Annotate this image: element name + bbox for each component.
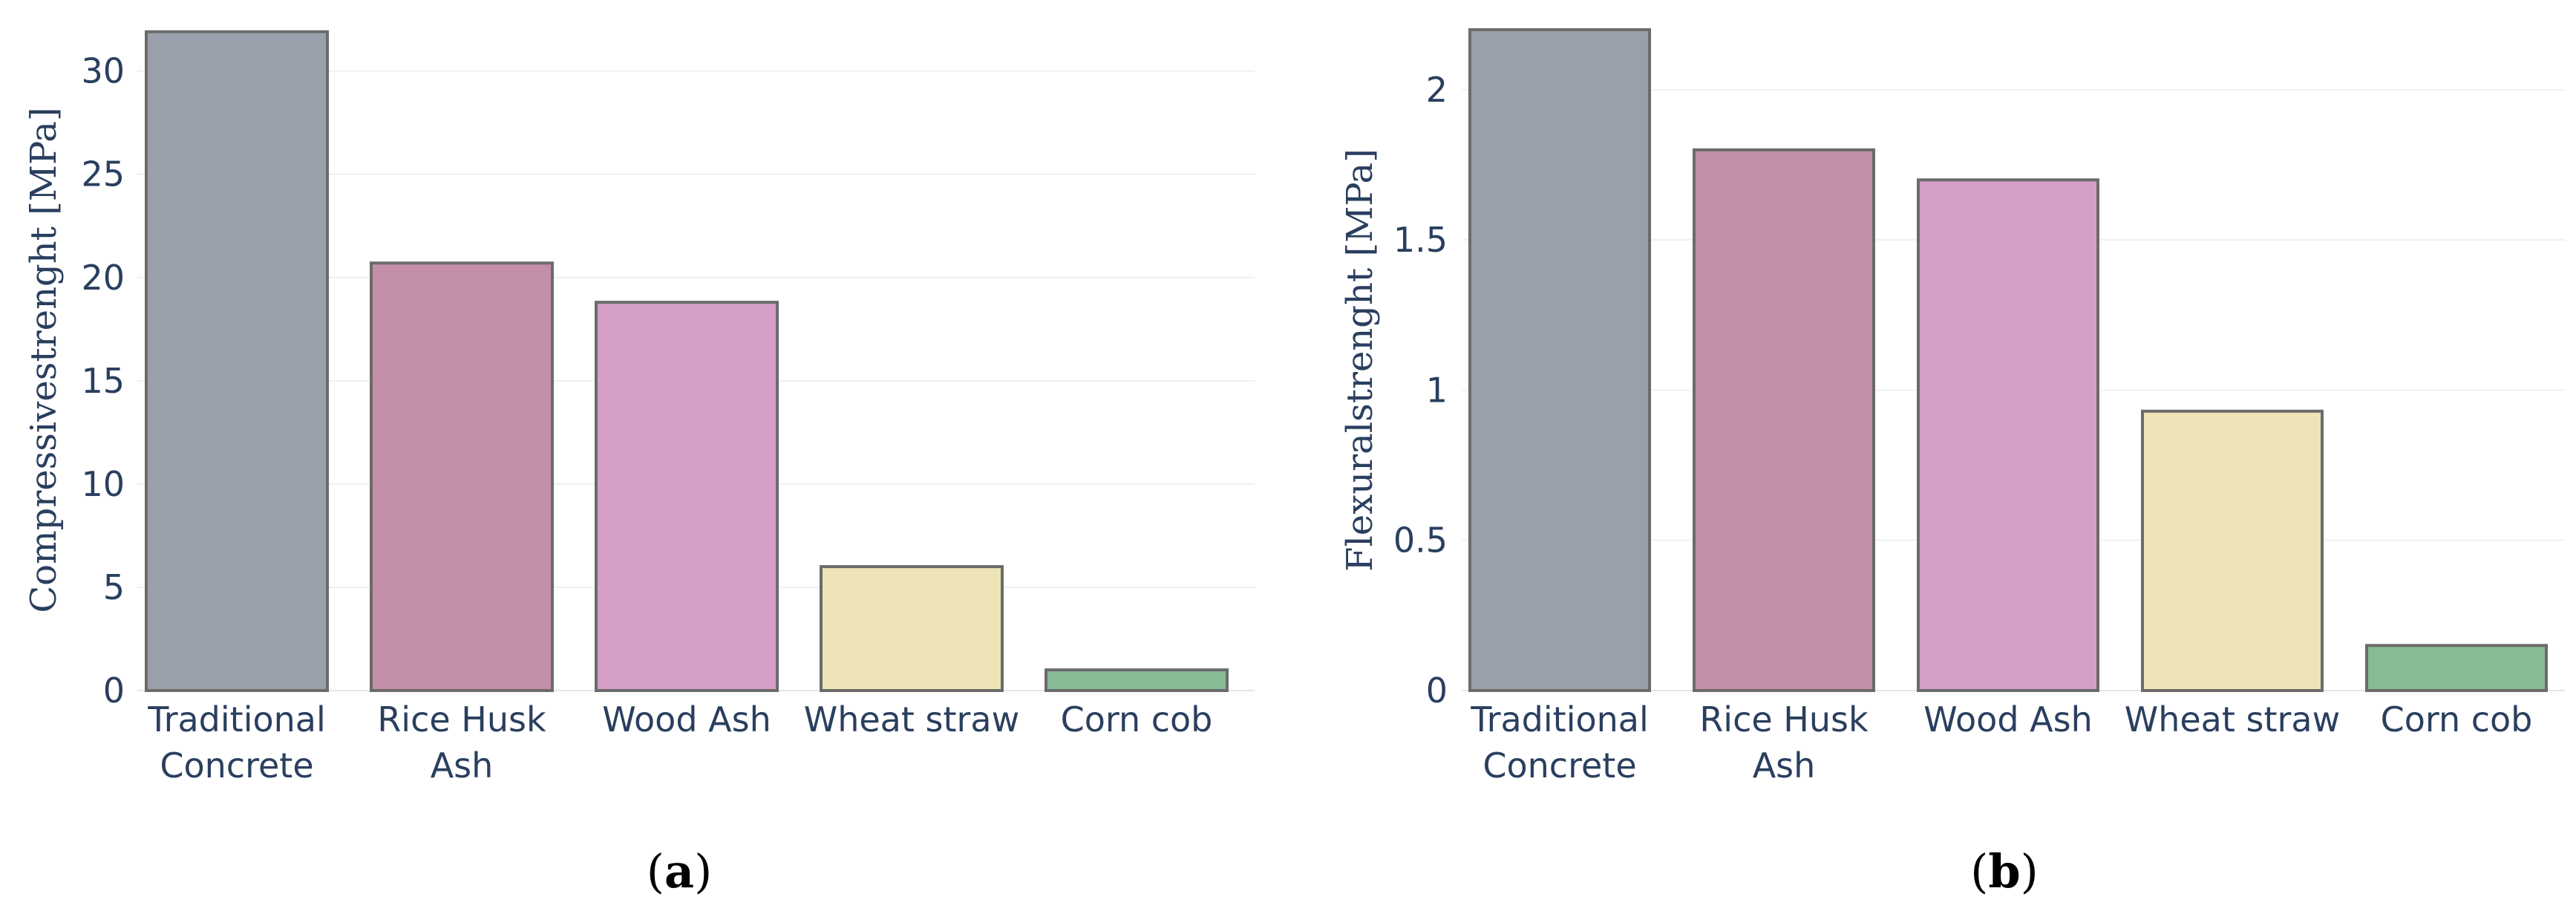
bar <box>820 565 1004 692</box>
y-axis-title: Flexuralstrenght [MPa] <box>1339 149 1381 572</box>
bar <box>1045 668 1229 692</box>
panel-a-chart: 0 5 10 15 20 25 30 Traditional Concrete Rice Husk… <box>23 30 1255 898</box>
panel-b-chart: 0 0.5 1 1.5 2 Traditional Concrete Rice Husk Ash… <box>1339 28 2565 898</box>
x-tick-label: Rice Husk Ash <box>1699 699 1869 786</box>
x-tick-label: Wood Ash <box>602 699 771 740</box>
x-tick-label: Traditional Concrete <box>147 699 326 786</box>
bar <box>1468 28 1651 692</box>
bar <box>370 261 554 692</box>
bar <box>145 30 329 692</box>
y-tick-label: 0.5 <box>1393 520 1448 561</box>
x-tick-label: Corn cob <box>2381 699 2533 740</box>
y-tick-label: 10 <box>81 464 125 504</box>
bar <box>2141 409 2324 692</box>
y-tick-label: 15 <box>81 361 125 401</box>
y-tick-label: 25 <box>81 154 125 195</box>
y-tick-label: 1.5 <box>1393 220 1448 260</box>
bar <box>1693 148 1875 692</box>
x-tick-label: Corn cob <box>1061 699 1213 740</box>
y-tick-label: 0 <box>103 670 125 711</box>
y-tick-label: 1 <box>1426 370 1448 410</box>
x-tick-label: Wood Ash <box>1923 699 2092 740</box>
y-tick-label: 2 <box>1426 70 1448 110</box>
panel-caption: (a) <box>647 844 713 898</box>
x-tick-label: Wheat straw <box>804 699 1020 740</box>
panel-caption: (b) <box>1970 844 2039 898</box>
x-tick-label: Rice Husk Ash <box>377 699 546 786</box>
y-axis-title: Compressivestrenght [MPa] <box>23 107 65 613</box>
y-tick-label: 5 <box>103 567 125 607</box>
y-tick-label: 20 <box>81 258 125 298</box>
y-tick-label: 0 <box>1426 670 1448 711</box>
bar <box>2365 644 2548 692</box>
x-tick-label: Traditional Concrete <box>1470 699 1649 786</box>
bar <box>595 301 779 692</box>
y-tick-label: 30 <box>81 51 125 91</box>
x-tick-label: Wheat straw <box>2125 699 2341 740</box>
bar <box>1917 178 2099 693</box>
